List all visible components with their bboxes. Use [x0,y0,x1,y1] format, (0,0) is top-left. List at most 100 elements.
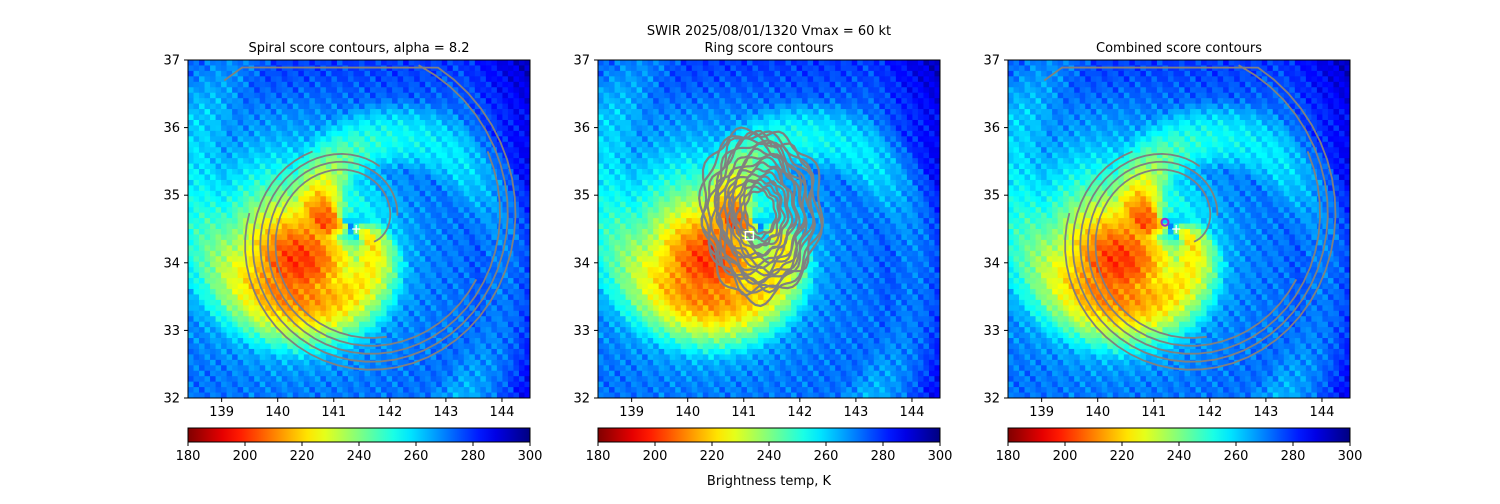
heatmap-cell [598,120,604,126]
heatmap-cell [370,131,376,137]
heatmap-cell [615,115,621,121]
heatmap-cell [681,273,687,279]
heatmap-cell [431,311,437,317]
heatmap-cell [431,136,437,142]
heatmap-cell [359,267,365,273]
heatmap-cell [216,136,222,142]
heatmap-cell [282,153,288,159]
heatmap-cell [348,371,354,377]
heatmap-cell [359,322,365,328]
heatmap-cell [238,164,244,170]
heatmap-cell [670,120,676,126]
heatmap-cell [637,218,643,224]
heatmap-cell [609,382,615,388]
heatmap-cell [491,327,497,333]
heatmap-cell [642,360,648,366]
heatmap-cell [216,251,222,257]
heatmap-cell [387,109,393,115]
heatmap-cell [398,153,404,159]
heatmap-cell [238,224,244,230]
heatmap-cell [604,387,610,393]
heatmap-cell [453,164,459,170]
heatmap-cell [238,234,244,240]
heatmap-cell [653,371,659,377]
heatmap-cell [420,322,426,328]
heatmap-cell [626,273,632,279]
heatmap-cell [637,60,643,66]
heatmap-cell [199,289,205,295]
heatmap-cell [243,354,249,360]
heatmap-cell [664,158,670,164]
heatmap-cell [637,267,643,273]
heatmap-cell [381,131,387,137]
heatmap-cell [464,354,470,360]
heatmap-cell [387,251,393,257]
heatmap-cell [431,98,437,104]
heatmap-cell [232,136,238,142]
heatmap-cell [447,213,453,219]
heatmap-cell [675,125,681,131]
heatmap-cell [508,382,514,388]
heatmap-cell [508,294,514,300]
heatmap-cell [519,322,525,328]
heatmap-cell [194,360,200,366]
heatmap-cell [604,273,610,279]
heatmap-cell [238,191,244,197]
heatmap-cell [604,311,610,317]
heatmap-cell [409,202,415,208]
heatmap-cell [675,93,681,99]
heatmap-cell [210,267,216,273]
heatmap-cell [659,305,665,311]
heatmap-cell [199,120,205,126]
heatmap-cell [381,115,387,121]
heatmap-cell [642,174,648,180]
heatmap-cell [664,305,670,311]
heatmap-cell [653,251,659,257]
heatmap-cell [631,316,637,322]
heatmap-cell [326,267,332,273]
heatmap-cell [659,333,665,339]
heatmap-cell [420,343,426,349]
heatmap-cell [681,354,687,360]
heatmap-cell [365,147,371,153]
heatmap-cell [243,153,249,159]
heatmap-cell [376,109,382,115]
heatmap-cell [381,322,387,328]
heatmap-cell [205,322,211,328]
heatmap-cell [620,333,626,339]
heatmap-cell [609,65,615,71]
heatmap-cell [387,158,393,164]
heatmap-cell [453,180,459,186]
heatmap-cell [620,196,626,202]
heatmap-cell [403,284,409,290]
heatmap-cell [249,300,255,306]
heatmap-cell [453,267,459,273]
heatmap-cell [502,382,508,388]
heatmap-cell [409,284,415,290]
heatmap-cell [464,256,470,262]
heatmap-cell [519,180,525,186]
heatmap-cell [486,180,492,186]
heatmap-cell [199,164,205,170]
heatmap-cell [604,382,610,388]
heatmap-cell [648,371,654,377]
heatmap-cell [293,76,299,82]
heatmap-cell [458,338,464,344]
heatmap-cell [653,376,659,382]
heatmap-cell [381,120,387,126]
heatmap-cell [642,115,648,121]
heatmap-cell [315,213,321,219]
heatmap-cell [513,82,519,88]
heatmap-cell [403,387,409,393]
heatmap-cell [664,229,670,235]
heatmap-cell [260,169,266,175]
heatmap-cell [337,305,343,311]
heatmap-cell [642,294,648,300]
heatmap-cell [642,245,648,251]
heatmap-cell [342,251,348,257]
heatmap-cell [387,120,393,126]
heatmap-cell [293,125,299,131]
heatmap-cell [458,267,464,273]
heatmap-cell [442,229,448,235]
heatmap-cell [260,343,266,349]
